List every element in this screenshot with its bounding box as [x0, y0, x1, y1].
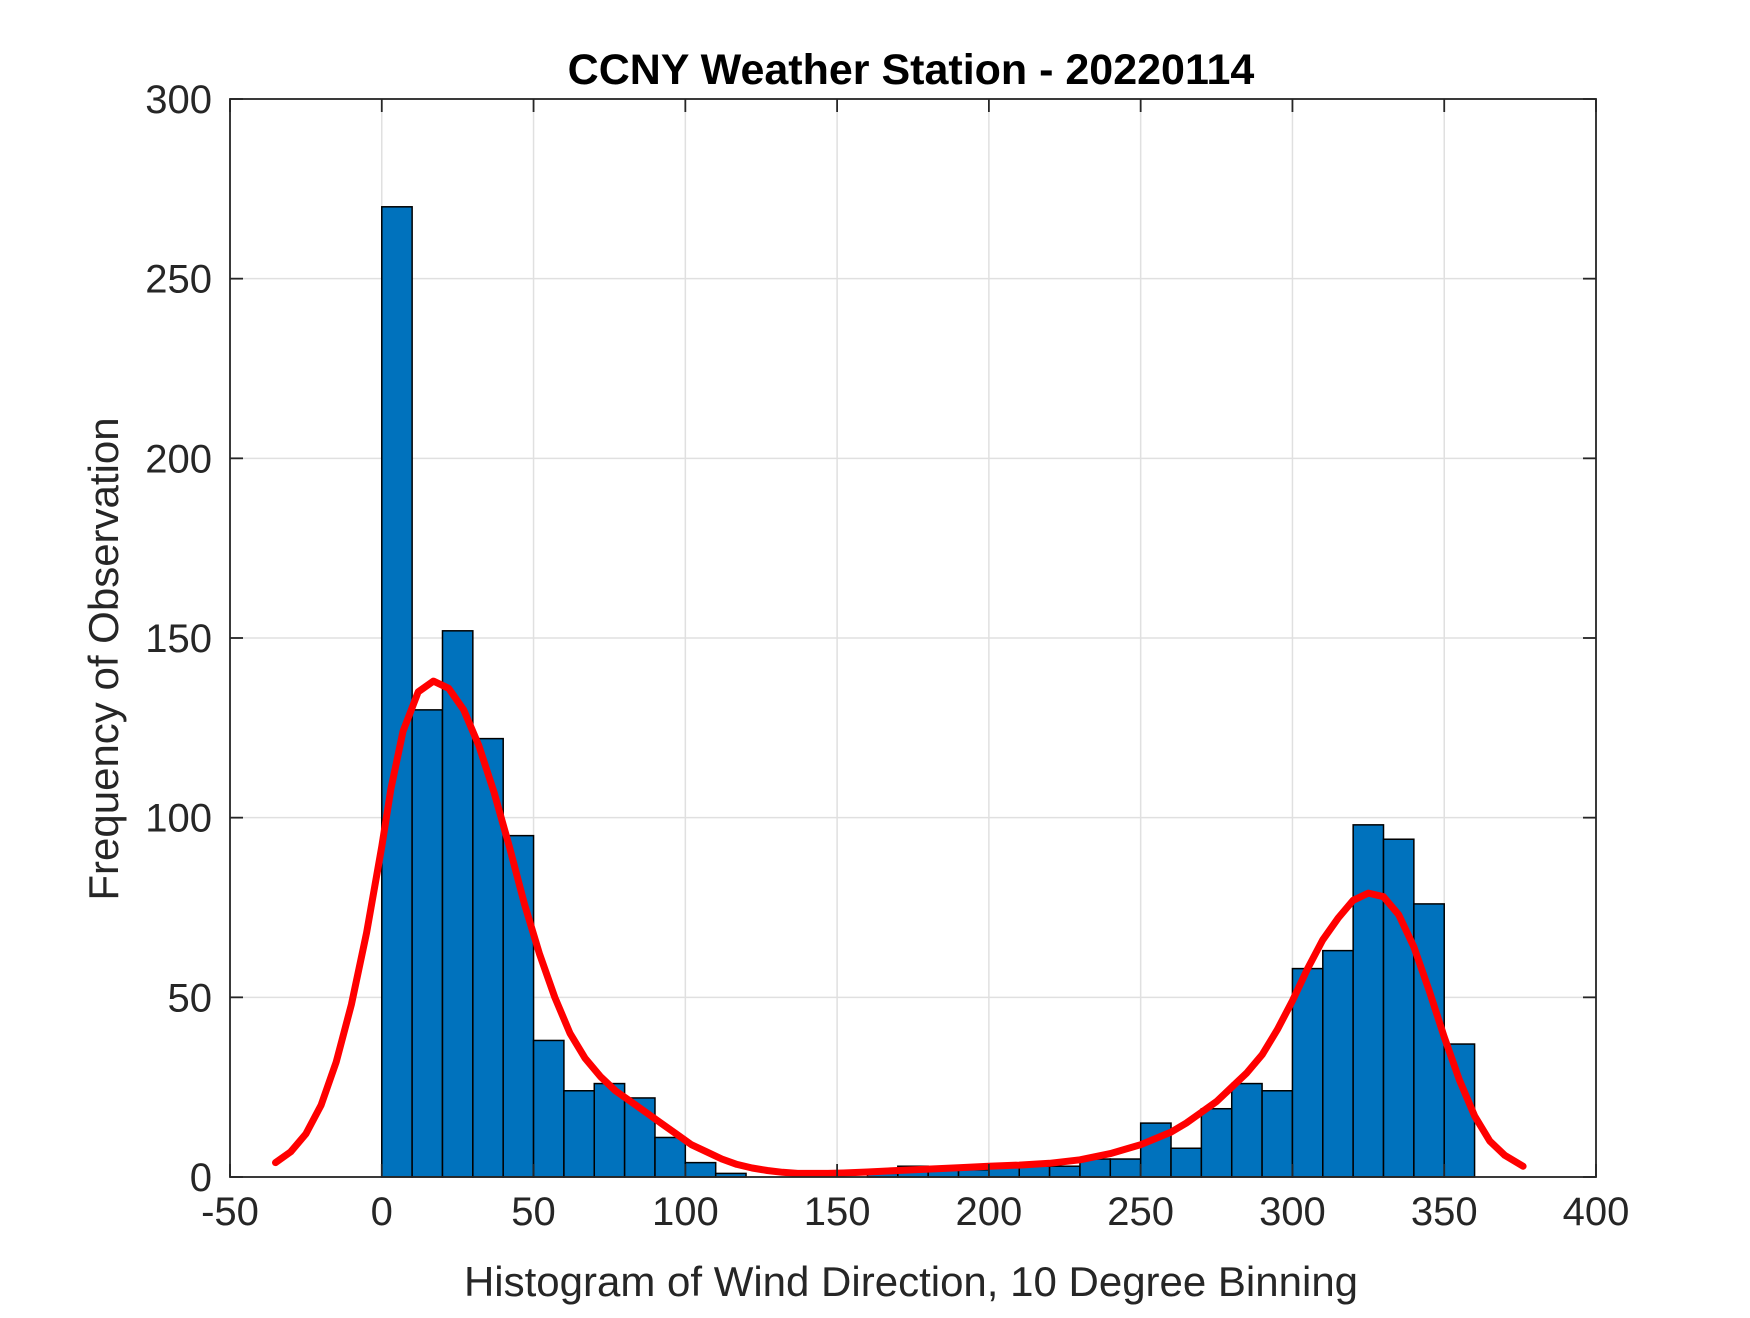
x-tick-label: -50	[201, 1190, 259, 1234]
histogram-bar	[1322, 949, 1354, 1178]
y-tick-label: 100	[145, 797, 212, 841]
x-tick-label: 0	[371, 1190, 393, 1234]
histogram-bar	[1291, 967, 1324, 1178]
histogram-bar	[684, 1161, 717, 1178]
histogram-bar	[563, 1090, 596, 1178]
histogram-bar	[1048, 1165, 1081, 1178]
histogram-bar	[1261, 1090, 1294, 1178]
histogram-bar	[1170, 1147, 1203, 1178]
histogram-bar	[1230, 1082, 1263, 1178]
x-tick-label: 100	[652, 1190, 719, 1234]
histogram-bar	[1382, 838, 1415, 1178]
histogram-bar	[1109, 1158, 1142, 1178]
histogram-bar	[1413, 903, 1445, 1178]
tick-labels: -50 0 50 100 150 200 250 300 350 4000501001502002…	[145, 78, 1629, 1234]
y-tick-label: 300	[145, 78, 212, 122]
fit-curve-layer	[272, 677, 1527, 1177]
histogram-bar	[1352, 824, 1385, 1178]
histogram-bar	[411, 709, 444, 1178]
x-tick-label: 50	[511, 1190, 556, 1234]
fit-curve-line	[272, 677, 1527, 1177]
x-tick-label: 350	[1411, 1190, 1478, 1234]
axes-box	[229, 98, 1597, 1178]
histogram-bar	[532, 1039, 565, 1178]
x-tick-label: 150	[804, 1190, 871, 1234]
y-axis-label: Frequency of Observation	[80, 417, 127, 900]
x-axis-label: Histogram of Wind Direction, 10 Degree B…	[464, 1258, 1358, 1305]
x-tick-label: 300	[1259, 1190, 1326, 1234]
y-tick-label: 150	[145, 617, 212, 661]
y-tick-label: 250	[145, 258, 212, 302]
chart-title: CCNY Weather Station - 20220114	[568, 46, 1255, 94]
histogram-bar	[381, 206, 413, 1178]
y-tick-label: 50	[168, 976, 213, 1020]
x-tick-label: 200	[956, 1190, 1023, 1234]
x-tick-label: 250	[1107, 1190, 1174, 1234]
histogram-bar	[1200, 1107, 1233, 1178]
y-tick-label: 200	[145, 437, 212, 481]
x-tick-label: 400	[1563, 1190, 1630, 1234]
y-tick-label: 0	[190, 1156, 212, 1200]
histogram-bar	[654, 1136, 687, 1178]
